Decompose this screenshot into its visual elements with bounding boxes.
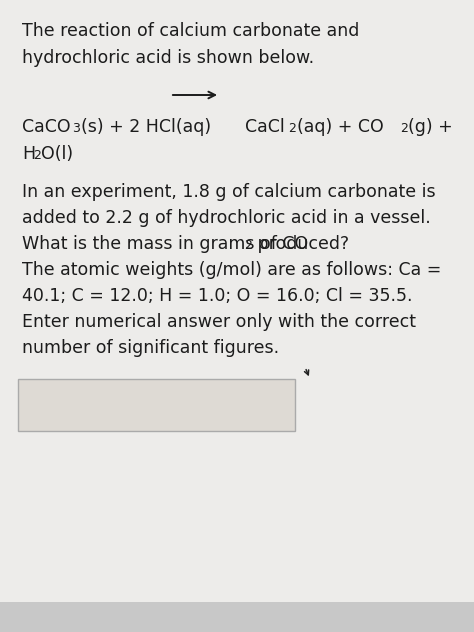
Text: 40.1; C = 12.0; H = 1.0; O = 16.0; Cl = 35.5.: 40.1; C = 12.0; H = 1.0; O = 16.0; Cl = …: [22, 287, 412, 305]
Text: added to 2.2 g of hydrochloric acid in a vessel.: added to 2.2 g of hydrochloric acid in a…: [22, 209, 431, 227]
Text: 2: 2: [33, 149, 41, 162]
Text: (s) + 2 HCl(aq): (s) + 2 HCl(aq): [81, 118, 211, 136]
FancyBboxPatch shape: [18, 379, 295, 431]
Text: The reaction of calcium carbonate and: The reaction of calcium carbonate and: [22, 22, 359, 40]
Text: (g) +: (g) +: [408, 118, 453, 136]
Text: hydrochloric acid is shown below.: hydrochloric acid is shown below.: [22, 49, 314, 67]
Text: The atomic weights (g/mol) are as follows: Ca =: The atomic weights (g/mol) are as follow…: [22, 261, 441, 279]
Text: (aq) + CO: (aq) + CO: [297, 118, 384, 136]
Text: In an experiment, 1.8 g of calcium carbonate is: In an experiment, 1.8 g of calcium carbo…: [22, 183, 436, 201]
Text: 2: 2: [244, 239, 252, 252]
Text: What is the mass in grams of CO: What is the mass in grams of CO: [22, 235, 308, 253]
Text: 3: 3: [72, 122, 80, 135]
Text: 2: 2: [288, 122, 296, 135]
Text: H: H: [22, 145, 35, 163]
Text: 2: 2: [400, 122, 408, 135]
Text: CaCl: CaCl: [245, 118, 285, 136]
Text: number of significant figures.: number of significant figures.: [22, 339, 279, 357]
Text: O(l): O(l): [41, 145, 73, 163]
Text: produced?: produced?: [252, 235, 349, 253]
Text: Enter numerical answer only with the correct: Enter numerical answer only with the cor…: [22, 313, 416, 331]
Text: CaCO: CaCO: [22, 118, 71, 136]
